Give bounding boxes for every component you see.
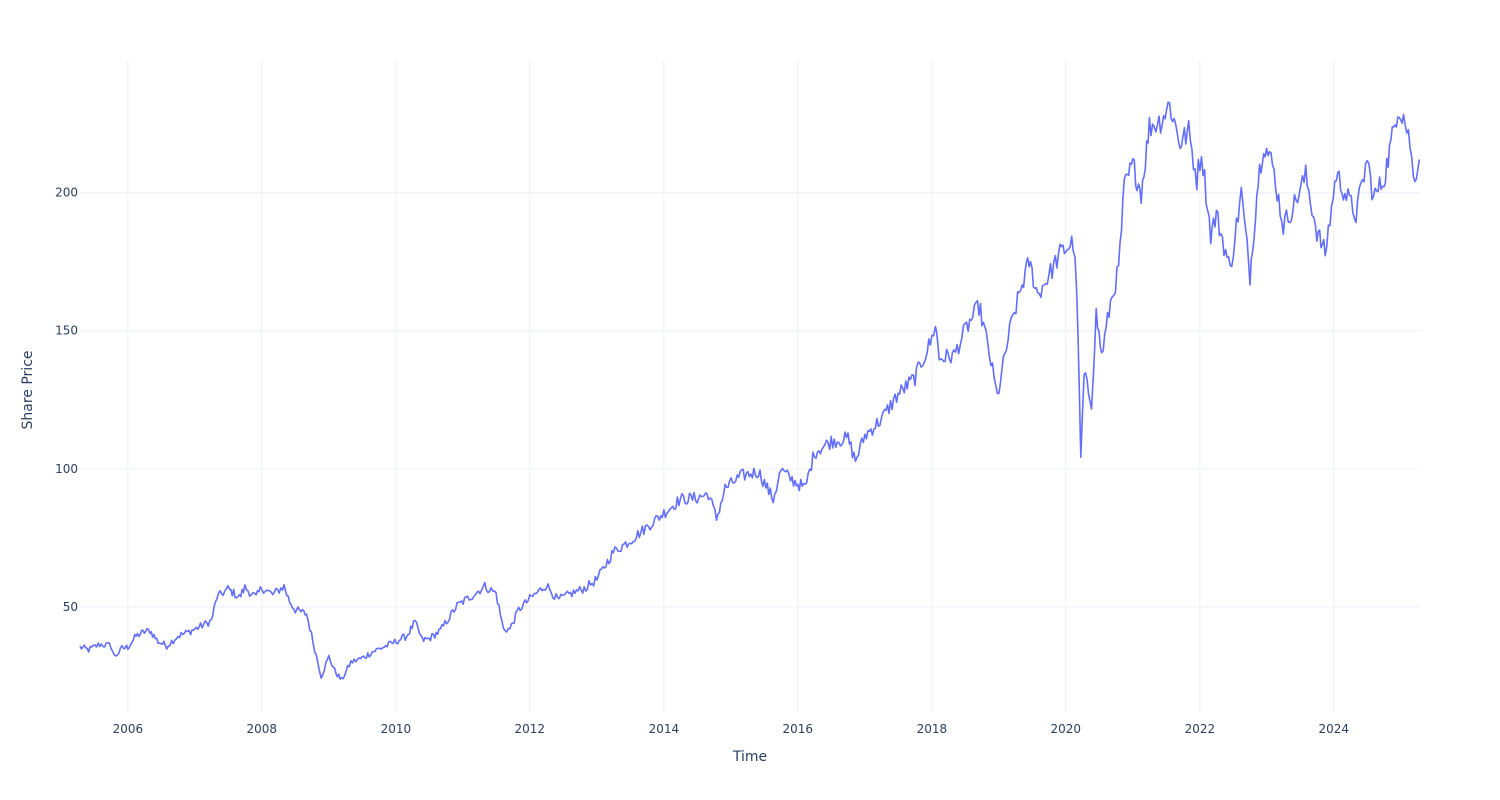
x-tick-labels: 2006 2008 2010 2012 2014 2016 2018 2020 2022 2024 (113, 722, 1349, 736)
x-tick-label: 2022 (1185, 722, 1216, 736)
x-tick-label: 2008 (247, 722, 278, 736)
x-gridlines (127, 60, 1335, 712)
x-tick-label: 2010 (381, 722, 412, 736)
y-tick-label: 50 (63, 600, 78, 614)
x-tick-label: 2014 (649, 722, 680, 736)
y-tick-label: 200 (55, 186, 78, 200)
x-tick-label: 2006 (113, 722, 144, 736)
y-axis-title: Share Price (20, 350, 36, 429)
y-tick-labels: 50 100 150 200 (55, 186, 78, 614)
x-tick-label: 2024 (1319, 722, 1350, 736)
x-tick-label: 2020 (1051, 722, 1082, 736)
price-series-line (79, 101, 1421, 680)
y-tick-label: 150 (55, 324, 78, 338)
y-tick-label: 100 (55, 462, 78, 476)
series-layer (79, 101, 1421, 680)
x-tick-label: 2018 (917, 722, 948, 736)
y-gridlines (80, 192, 1420, 608)
x-axis-title: Time (732, 749, 767, 765)
x-tick-label: 2016 (783, 722, 814, 736)
x-tick-label: 2012 (515, 722, 546, 736)
